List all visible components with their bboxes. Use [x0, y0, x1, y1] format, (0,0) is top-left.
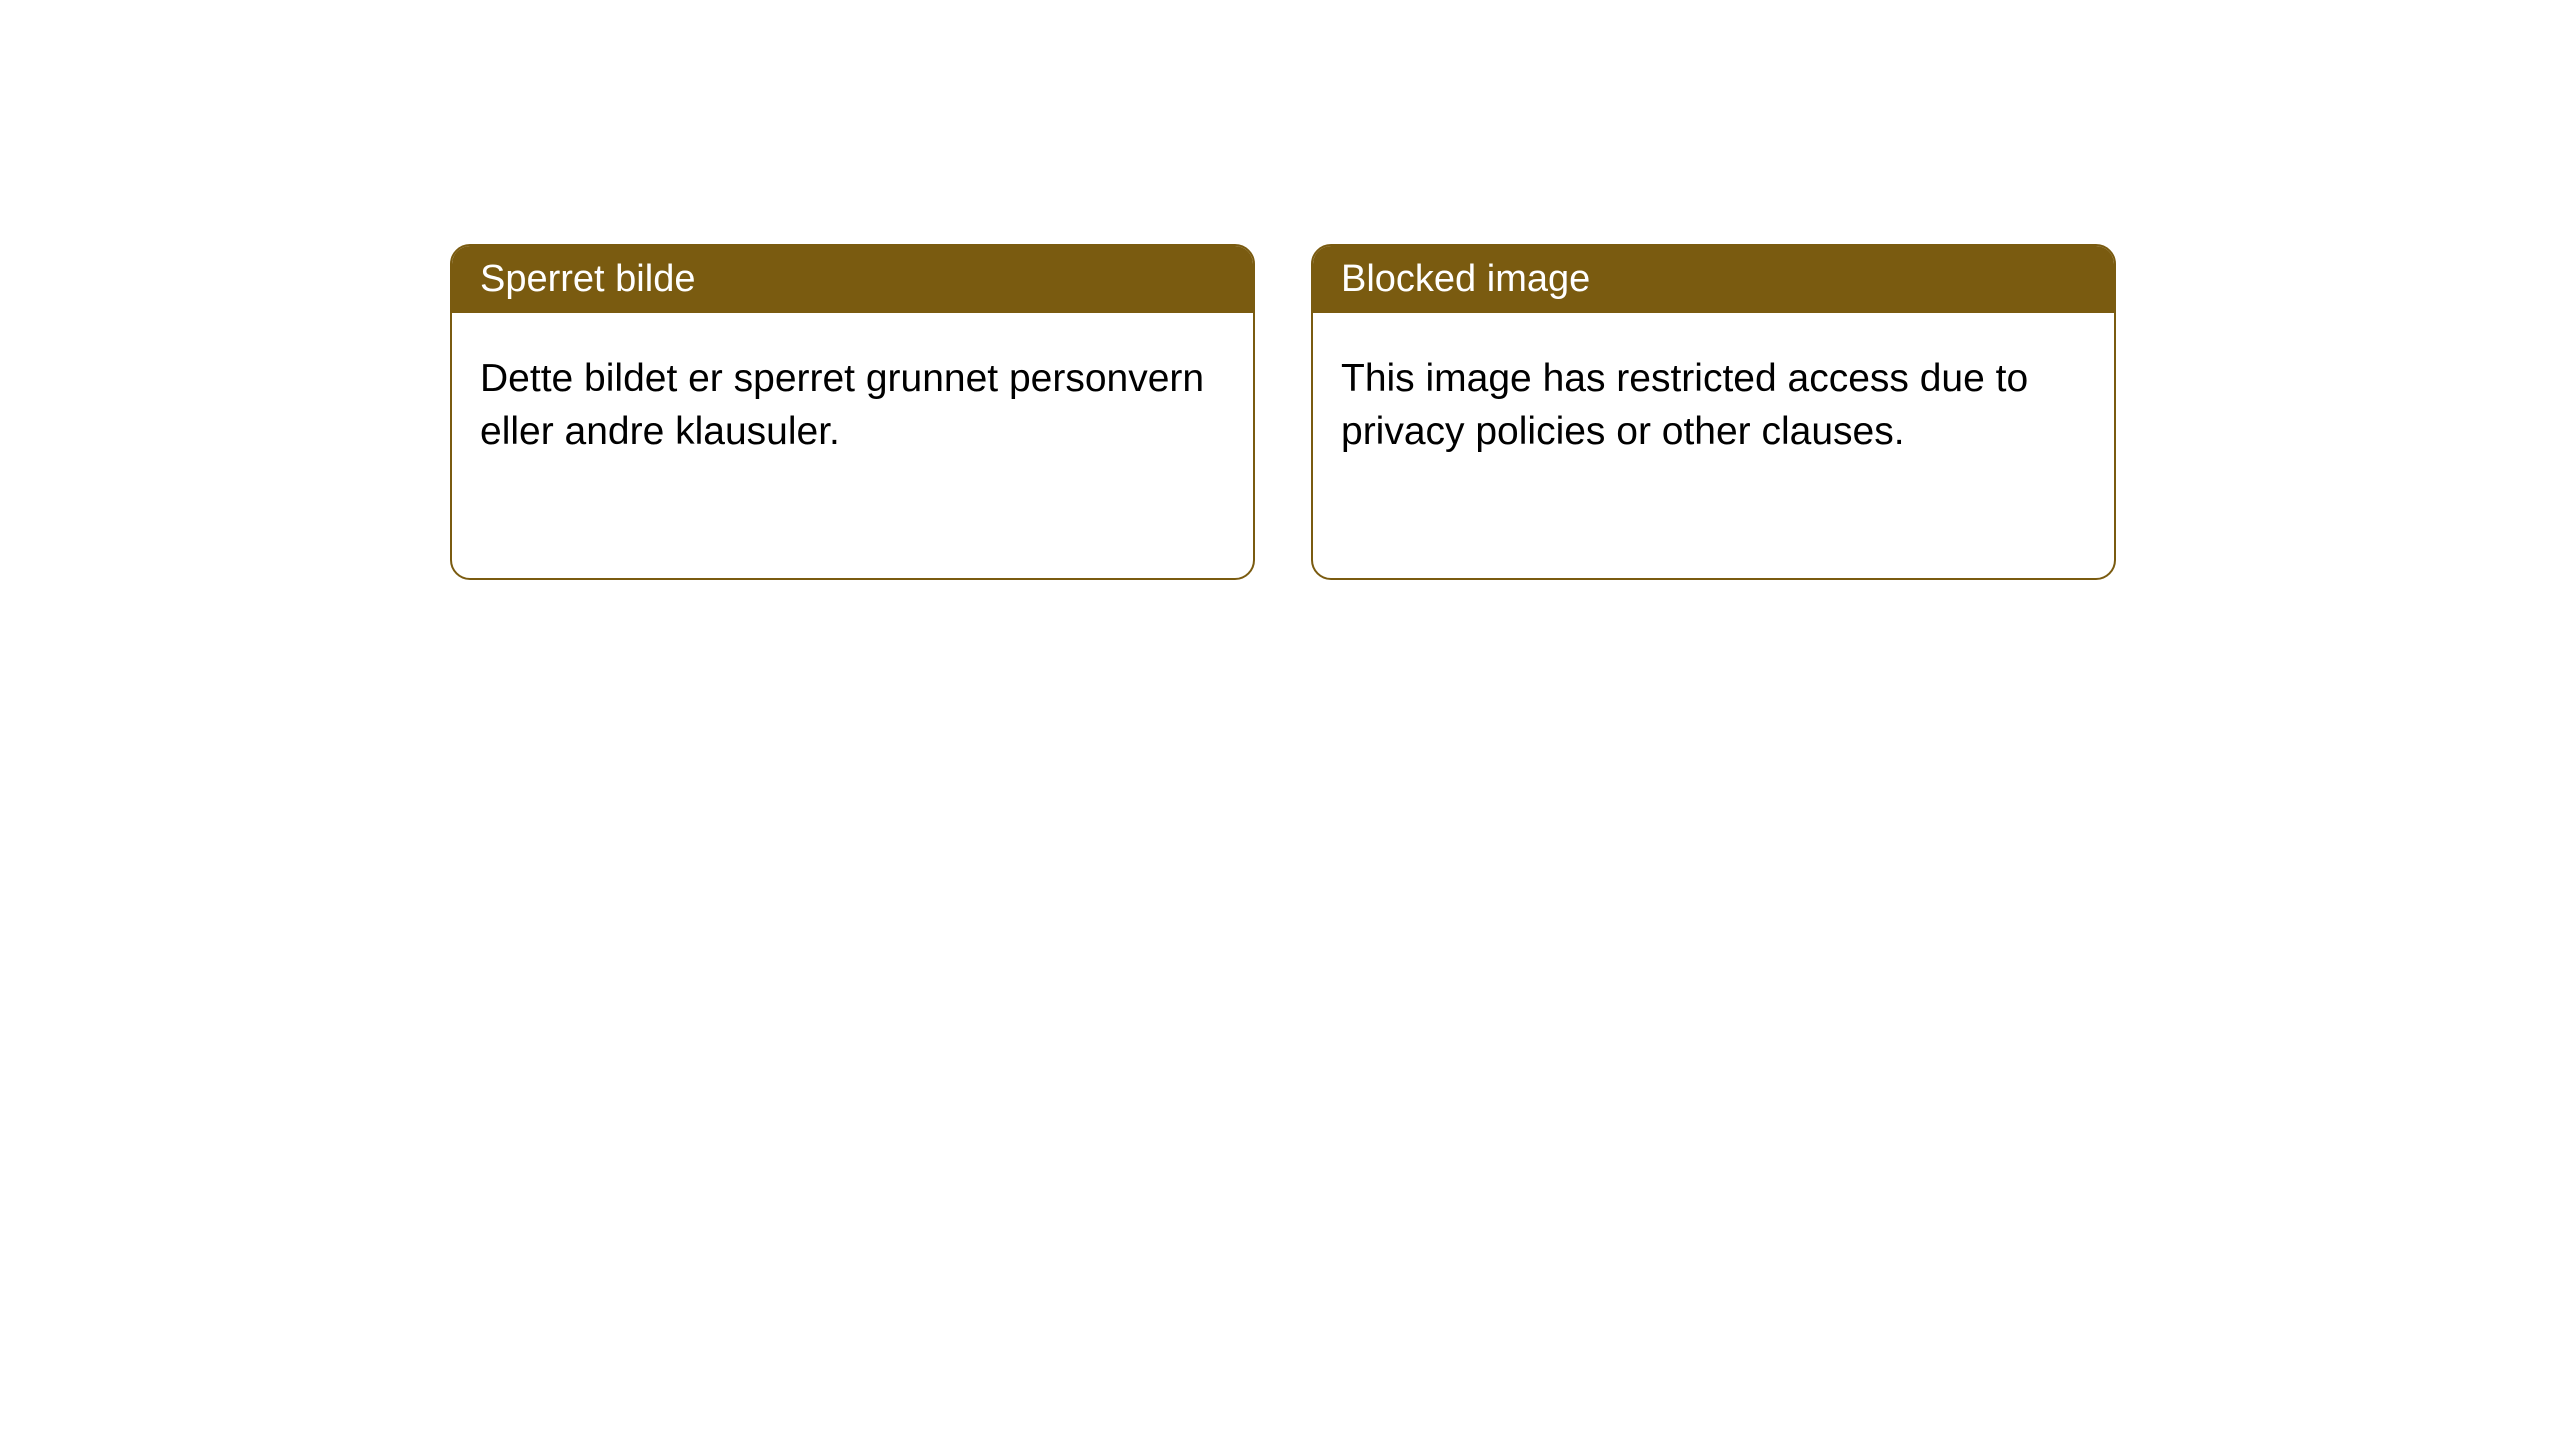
notice-body-text: This image has restricted access due to … — [1341, 357, 2028, 453]
notice-title: Blocked image — [1341, 258, 1590, 300]
notice-header: Blocked image — [1313, 246, 2114, 313]
notice-card-english: Blocked image This image has restricted … — [1311, 244, 2116, 580]
notice-body: Dette bildet er sperret grunnet personve… — [452, 313, 1253, 498]
notice-body: This image has restricted access due to … — [1313, 313, 2114, 498]
notice-container: Sperret bilde Dette bildet er sperret gr… — [450, 244, 2116, 580]
notice-title: Sperret bilde — [480, 258, 695, 300]
notice-card-norwegian: Sperret bilde Dette bildet er sperret gr… — [450, 244, 1255, 580]
notice-header: Sperret bilde — [452, 246, 1253, 313]
notice-body-text: Dette bildet er sperret grunnet personve… — [480, 357, 1204, 453]
